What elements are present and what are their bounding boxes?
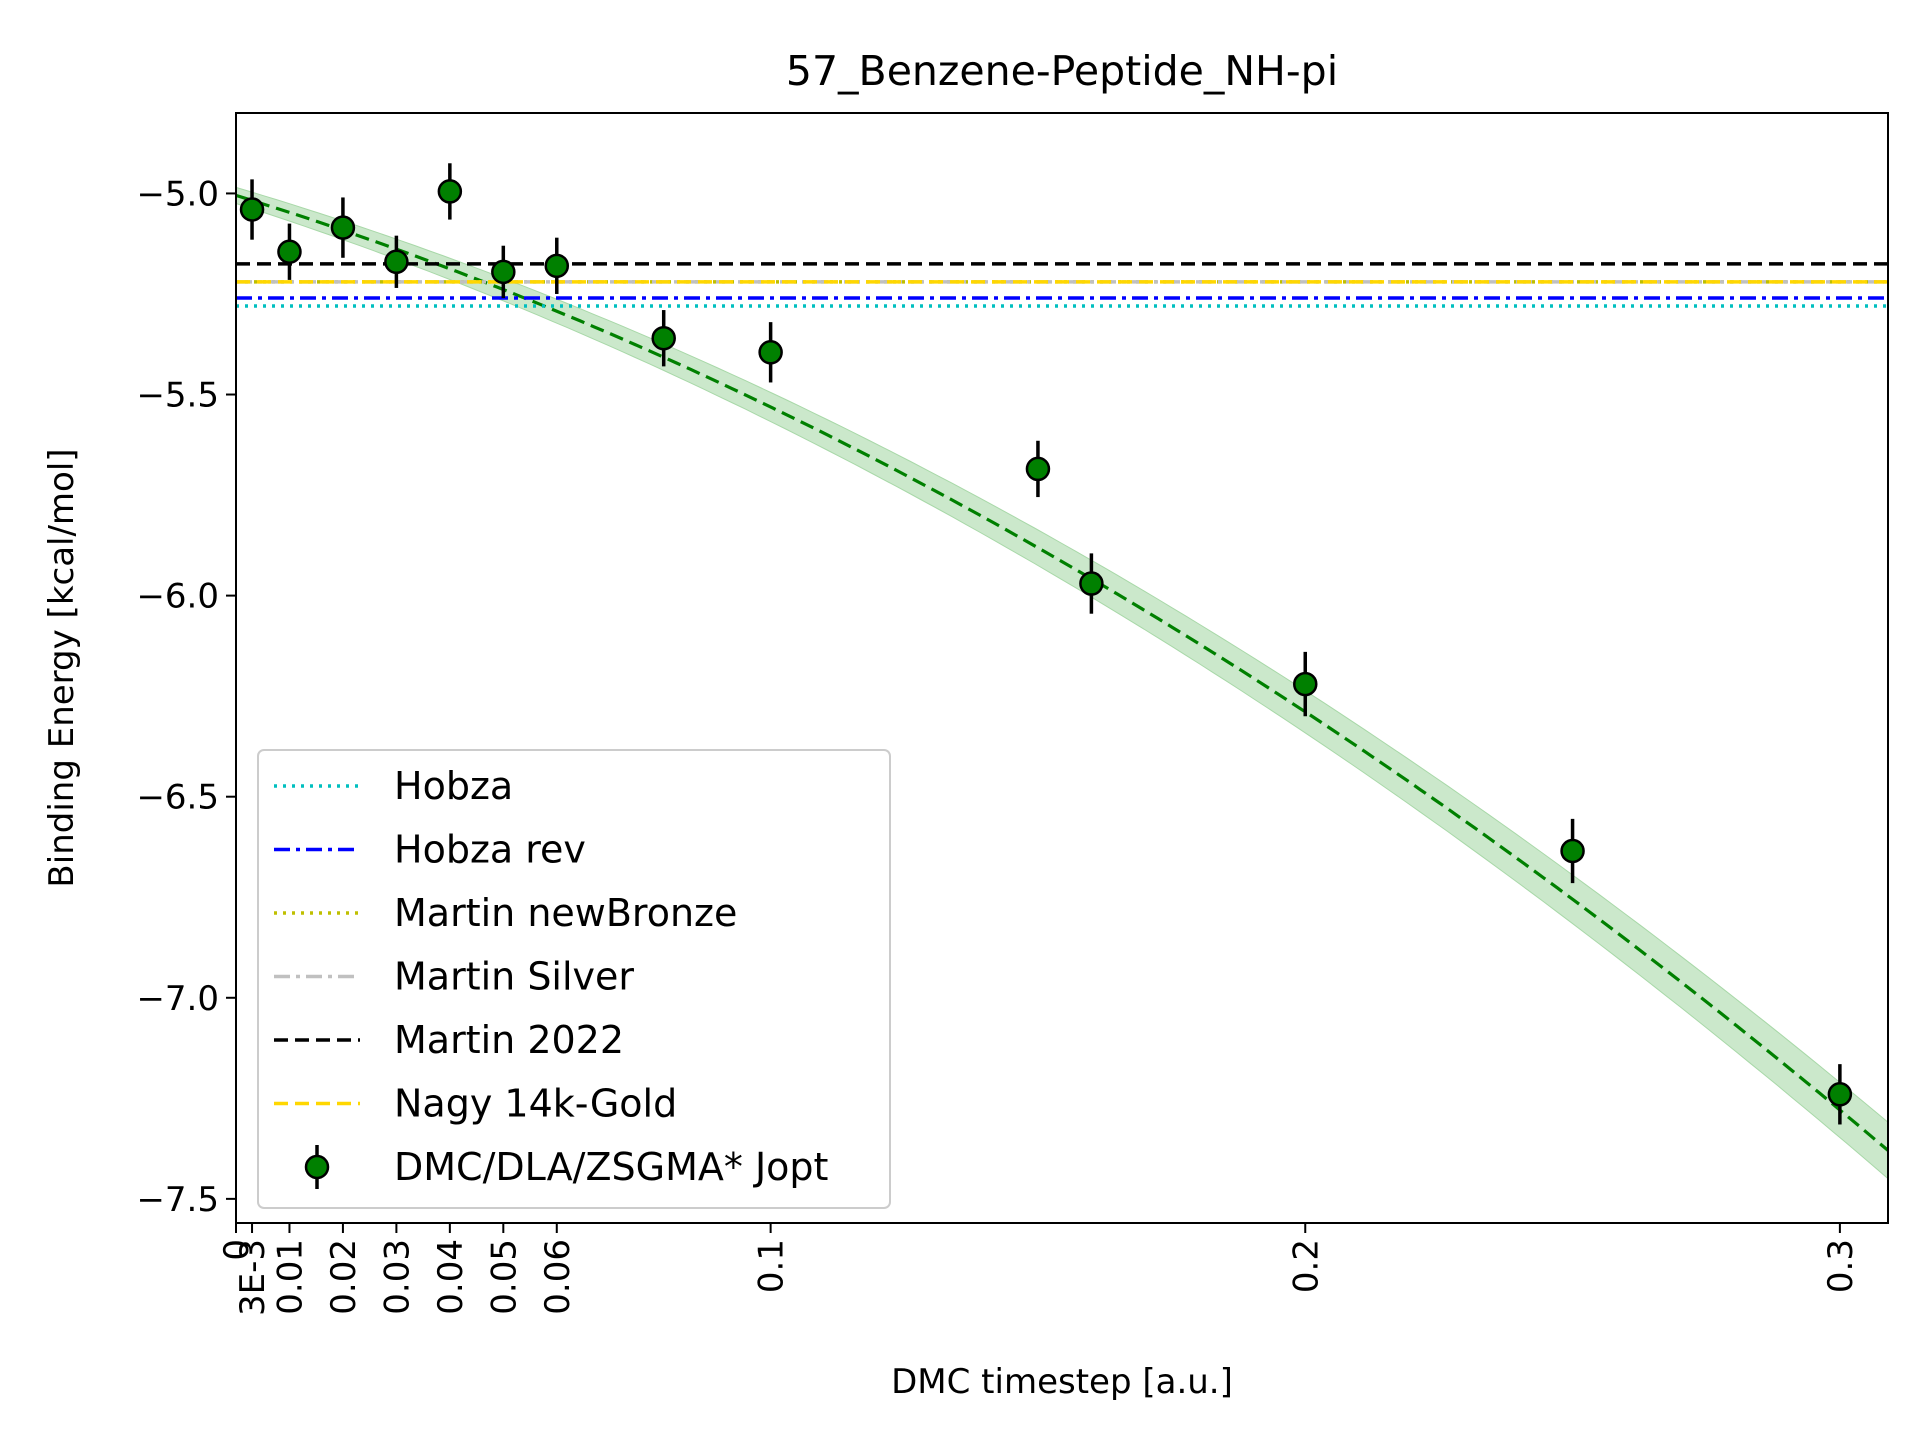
legend: Hobza Hobza rev Martin newBronze Martin Sil… xyxy=(257,749,891,1209)
data-point-12 xyxy=(1560,818,1585,884)
x-axis-label: DMC timestep [a.u.] xyxy=(891,1362,1233,1402)
legend-entry-2: Martin newBronze xyxy=(274,891,737,935)
data-marker xyxy=(544,253,570,279)
y-tick-label-1: −5.5 xyxy=(136,376,219,416)
data-point-2 xyxy=(330,197,356,258)
data-marker xyxy=(1827,1082,1853,1107)
data-point-3 xyxy=(384,235,409,288)
legend-entry-4: Martin 2022 xyxy=(274,1018,624,1062)
x-tick-label-7: 0.06 xyxy=(538,1239,578,1315)
data-point-4 xyxy=(437,163,463,220)
data-point-13 xyxy=(1827,1064,1853,1125)
reference-lines xyxy=(236,262,1888,308)
legend-marker xyxy=(304,1154,330,1180)
x-tick-label-2: 0.01 xyxy=(271,1239,311,1315)
y-tick-label-4: −7.0 xyxy=(136,979,219,1019)
data-points xyxy=(239,163,1853,1125)
legend-label: Hobza rev xyxy=(394,828,586,872)
y-tick-label-5: −7.5 xyxy=(136,1180,219,1220)
legend-label: Martin Silver xyxy=(394,955,634,999)
x-tick-label-6: 0.05 xyxy=(484,1239,524,1315)
data-point-5 xyxy=(491,245,516,298)
data-marker xyxy=(277,239,302,264)
legend-label: DMC/DLA/ZSGMA* Jopt xyxy=(394,1145,828,1189)
legend-entry-1: Hobza rev xyxy=(274,828,586,872)
fit-line-layer xyxy=(235,193,1890,1152)
data-marker xyxy=(1293,671,1318,697)
data-marker xyxy=(1079,571,1104,596)
legend-entry-0: Hobza xyxy=(274,764,513,808)
x-tick-label-9: 0.2 xyxy=(1286,1239,1326,1293)
legend-entry-3: Martin Silver xyxy=(274,955,634,999)
legend-entry-5: Nagy 14k-Gold xyxy=(274,1082,677,1126)
y-tick-label-3: −6.5 xyxy=(136,778,219,818)
legend-label: Nagy 14k-Gold xyxy=(394,1082,677,1126)
data-point-10 xyxy=(1079,553,1104,614)
data-marker xyxy=(758,340,783,365)
data-marker xyxy=(491,259,516,285)
x-tick-label-0: 0 xyxy=(217,1239,257,1261)
data-point-11 xyxy=(1293,651,1318,717)
data-marker xyxy=(651,325,676,351)
legend-box xyxy=(257,749,891,1209)
plot-frame xyxy=(235,112,1889,1224)
legend-label: Martin newBronze xyxy=(394,891,737,935)
y-tick-label-2: −6.0 xyxy=(136,577,219,617)
data-point-0 xyxy=(239,179,265,240)
data-point-9 xyxy=(1025,440,1051,498)
y-tick-label-0: −5.0 xyxy=(136,174,219,214)
data-point-7 xyxy=(651,310,676,367)
legend-label: Martin 2022 xyxy=(394,1018,624,1062)
data-point-1 xyxy=(277,223,302,280)
data-point-6 xyxy=(544,237,570,294)
x-tick-label-10: 0.3 xyxy=(1821,1239,1861,1293)
data-marker xyxy=(1560,838,1585,864)
x-tick-label-3: 0.02 xyxy=(324,1239,364,1315)
data-point-8 xyxy=(758,322,783,383)
y-axis-ticks: −5.0 −5.5 −6.0 −6.5 −7.0 −7.5 xyxy=(136,174,236,1220)
x-tick-label-4: 0.03 xyxy=(377,1239,417,1315)
data-marker xyxy=(384,249,409,275)
x-tick-label-1: 3E-3 xyxy=(233,1239,273,1316)
legend-label: Hobza xyxy=(394,764,513,808)
x-tick-label-8: 0.1 xyxy=(752,1239,792,1293)
data-marker xyxy=(239,197,265,222)
chart-title: 57_Benzene-Peptide_NH-pi xyxy=(786,47,1338,95)
data-marker xyxy=(330,215,356,240)
y-axis-label: Binding Energy [kcal/mol] xyxy=(42,448,82,887)
legend-entry-6: DMC/DLA/ZSGMA* Jopt xyxy=(304,1145,828,1189)
x-tick-label-5: 0.04 xyxy=(431,1239,471,1315)
x-axis-ticks: 03E-30.01 0.02 0.03 0.04 0.05 0.06 0.1 0.2 0.3 xyxy=(217,1223,1861,1316)
data-marker xyxy=(437,179,463,204)
fit-line xyxy=(235,193,1890,1152)
data-marker xyxy=(1025,456,1051,482)
